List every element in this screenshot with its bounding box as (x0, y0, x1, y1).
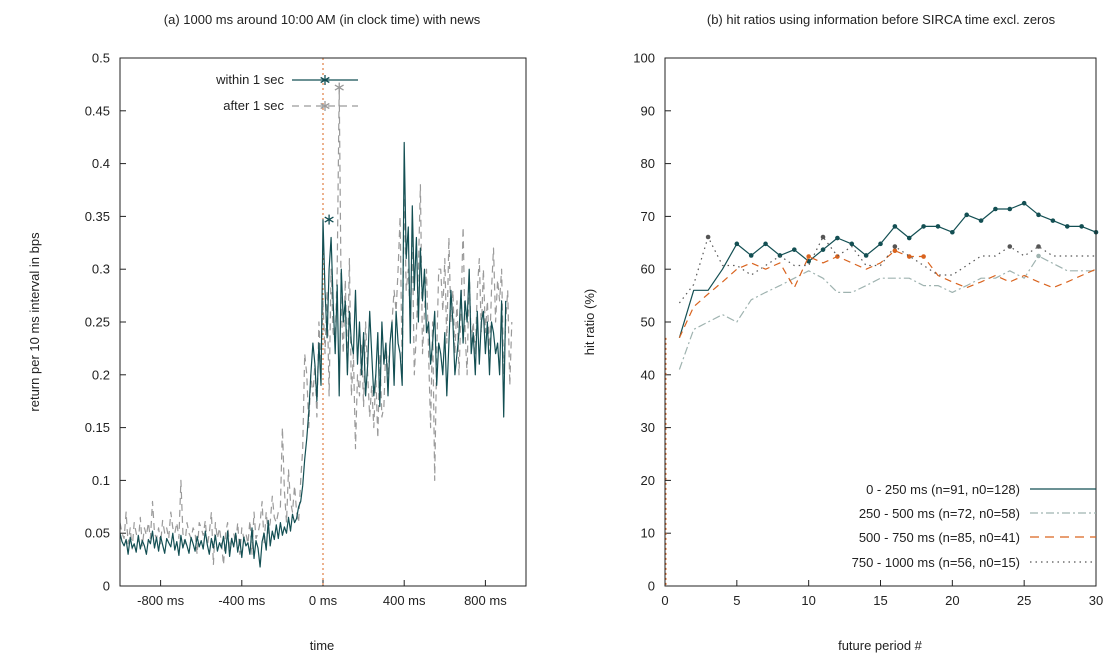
y-tick-label: 20 (641, 473, 655, 488)
x-tick-label: 20 (945, 593, 959, 608)
y-tick-label: 60 (641, 262, 655, 277)
series-line-0 (678, 202, 1097, 338)
y-tick-label: 40 (641, 367, 655, 382)
series-line-within-1-sec (119, 141, 507, 568)
x-tick-label: 0 ms (309, 593, 338, 608)
data-point (763, 241, 768, 247)
legend-500-750: 500 - 750 ms (n=85, n0=41) (859, 530, 1020, 545)
panel-b-title: (b) hit ratios using information before … (707, 12, 1056, 27)
y-tick-label: 0.25 (85, 315, 110, 330)
data-point (1036, 212, 1041, 218)
data-point (993, 206, 998, 212)
data-point (820, 234, 826, 240)
data-point (906, 235, 912, 241)
data-point (1036, 253, 1041, 259)
series-line-3 (678, 236, 1096, 304)
y-tick-label: 100 (633, 51, 655, 66)
peak-marker (334, 82, 344, 93)
data-point (748, 253, 754, 258)
legend-after-1-sec: after 1 sec (223, 98, 284, 113)
data-point (921, 254, 926, 259)
y-tick-label: 0.1 (92, 473, 110, 488)
panel-b-chart: (b) hit ratios using information before … (582, 12, 1103, 653)
panel-b-series (665, 200, 1099, 586)
data-point (935, 224, 941, 229)
data-point (835, 235, 840, 241)
y-tick-label: 0 (648, 579, 655, 594)
y-tick-label: 90 (641, 103, 655, 118)
data-point (964, 212, 969, 218)
data-point (950, 229, 955, 235)
panel-b-xlabel: future period # (838, 638, 923, 653)
y-tick-label: 0.4 (92, 156, 110, 171)
legend-marker-after (320, 101, 330, 111)
data-point (892, 224, 898, 229)
data-point (835, 254, 840, 259)
data-point (1064, 224, 1070, 229)
data-point (849, 241, 855, 247)
x-tick-label: -800 ms (137, 593, 184, 608)
y-tick-label: 0.3 (92, 262, 110, 277)
x-tick-label: -400 ms (218, 593, 265, 608)
data-point (734, 241, 740, 247)
data-point (705, 234, 711, 240)
data-point (878, 241, 883, 247)
series-line-1 (678, 255, 1096, 370)
data-point (863, 253, 869, 258)
x-tick-label: 30 (1089, 593, 1103, 608)
legend-within-1-sec: within 1 sec (215, 72, 284, 87)
data-point (806, 254, 811, 259)
legend-0-250: 0 - 250 ms (n=91, n0=128) (866, 482, 1020, 497)
panel-a-legend: within 1 sec after 1 sec (215, 72, 358, 113)
x-tick-label: 400 ms (383, 593, 426, 608)
y-tick-label: 0.35 (85, 209, 110, 224)
panel-a-ylabel: return per 10 ms interval in bps (27, 232, 42, 412)
panel-b-plot-frame (664, 57, 1097, 587)
panel-b-ylabel: hit ratio (%) (582, 289, 597, 355)
y-tick-label: 0 (103, 579, 110, 594)
legend-750-1000: 750 - 1000 ms (n=56, n0=15) (852, 555, 1020, 570)
data-point (892, 248, 898, 254)
y-tick-label: 10 (641, 526, 655, 541)
data-point (921, 224, 926, 229)
y-tick-label: 0.45 (85, 103, 110, 118)
y-tick-label: 0.5 (92, 51, 110, 66)
data-point (820, 247, 826, 252)
data-point (1007, 244, 1013, 249)
panel-a-series (119, 75, 513, 568)
panel-b-legend: 0 - 250 ms (n=91, n0=128) 250 - 500 ms (… (852, 482, 1096, 570)
y-tick-label: 0.2 (92, 367, 110, 382)
x-tick-label: 800 ms (464, 593, 507, 608)
y-tick-label: 50 (641, 315, 655, 330)
data-point (978, 218, 984, 223)
x-tick-label: 5 (733, 593, 740, 608)
x-tick-label: 25 (1017, 593, 1031, 608)
y-tick-label: 0.05 (85, 526, 110, 541)
data-point (1036, 244, 1041, 249)
peak-marker (324, 214, 334, 225)
data-point (892, 244, 898, 249)
panel-a-title: (a) 1000 ms around 10:00 AM (in clock ti… (164, 12, 481, 27)
panel-a-ticks: 0 0.05 0.1 0.15 0.2 0.25 0.3 0.35 0.4 0.45 0.5 -800… (85, 51, 508, 609)
y-tick-label: 80 (641, 156, 655, 171)
data-point (1007, 206, 1013, 212)
panel-b-ticks: 0 10 20 30 40 50 60 70 80 90 100 0 5 10 15 20 25 30 (633, 51, 1103, 609)
x-tick-label: 10 (801, 593, 815, 608)
y-tick-label: 70 (641, 209, 655, 224)
x-tick-label: 15 (873, 593, 887, 608)
y-tick-label: 0.15 (85, 420, 110, 435)
data-point (792, 247, 797, 252)
x-tick-label: 0 (661, 593, 668, 608)
panel-a-plot-frame (119, 57, 527, 587)
legend-250-500: 250 - 500 ms (n=72, n0=58) (859, 506, 1020, 521)
panel-a-chart: (a) 1000 ms around 10:00 AM (in clock ti… (27, 12, 527, 653)
data-point (1021, 200, 1027, 206)
y-tick-label: 30 (641, 420, 655, 435)
panel-a-xlabel: time (310, 638, 335, 653)
data-point (1079, 224, 1084, 229)
data-point (1050, 218, 1056, 223)
